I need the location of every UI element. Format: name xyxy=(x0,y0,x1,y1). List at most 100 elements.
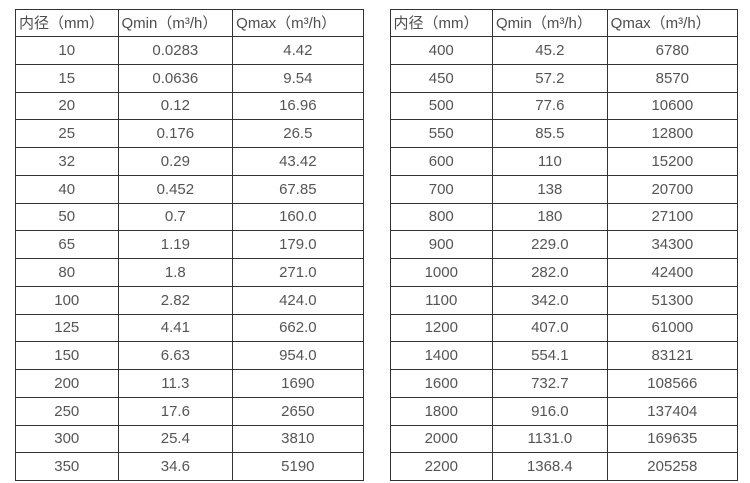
qmax-cell: 108566 xyxy=(606,369,739,398)
qmin-cell: 17.6 xyxy=(117,396,234,426)
qmin-cell: 34.6 xyxy=(117,452,234,481)
table-row: 2200 1368.4 205258 xyxy=(389,452,739,481)
table-row: 800 180 27100 xyxy=(389,202,739,232)
diameter-cell: 125 xyxy=(15,313,119,343)
qmax-cell: 51300 xyxy=(606,285,739,315)
table-row: 250 17.6 2650 xyxy=(15,396,364,426)
table-row: 450 57.2 8570 xyxy=(389,63,739,93)
table-row: 1600 732.7 108566 xyxy=(389,369,739,398)
diameter-cell: 150 xyxy=(15,341,119,370)
diameter-cell: 450 xyxy=(389,63,493,93)
qmax-cell: 10600 xyxy=(606,91,739,121)
column-header: 内径（mm） xyxy=(15,9,119,37)
diameter-cell: 20 xyxy=(15,91,119,121)
table-header-row: 内径（mm） Qmin（m³/h） Qmax（m³/h） xyxy=(389,9,739,37)
qmax-cell: 20700 xyxy=(606,174,739,204)
qmin-cell: 1131.0 xyxy=(492,424,608,454)
qmin-cell: 1368.4 xyxy=(492,452,608,481)
diameter-cell: 25 xyxy=(15,119,119,148)
diameter-cell: 550 xyxy=(389,119,493,148)
diameter-cell: 32 xyxy=(15,147,119,176)
qmin-cell: 732.7 xyxy=(492,369,608,398)
table-row: 20 0.12 16.96 xyxy=(15,91,364,121)
diameter-cell: 10 xyxy=(15,36,119,65)
diameter-cell: 800 xyxy=(389,202,493,232)
qmax-cell: 67.85 xyxy=(232,174,364,204)
table-row: 1000 282.0 42400 xyxy=(389,258,739,287)
diameter-cell: 15 xyxy=(15,63,119,93)
table-row: 10 0.0283 4.42 xyxy=(15,36,364,65)
qmax-cell: 5190 xyxy=(232,452,364,481)
qmax-cell: 4.42 xyxy=(232,36,364,65)
qmin-cell: 0.0636 xyxy=(117,63,234,93)
qmax-cell: 3810 xyxy=(232,424,364,454)
qmax-cell: 160.0 xyxy=(232,202,364,232)
table-row: 65 1.19 179.0 xyxy=(15,230,364,259)
diameter-cell: 350 xyxy=(15,452,119,481)
table-row: 1400 554.1 83121 xyxy=(389,341,739,370)
qmax-cell: 954.0 xyxy=(232,341,364,370)
table-row: 200 11.3 1690 xyxy=(15,369,364,398)
diameter-cell: 600 xyxy=(389,147,493,176)
qmin-cell: 1.8 xyxy=(117,258,234,287)
qmin-cell: 57.2 xyxy=(492,63,608,93)
table-row: 50 0.7 160.0 xyxy=(15,202,364,232)
qmax-cell: 1690 xyxy=(232,369,364,398)
qmin-cell: 0.452 xyxy=(117,174,234,204)
table-row: 80 1.8 271.0 xyxy=(15,258,364,287)
diameter-cell: 400 xyxy=(389,36,493,65)
qmax-cell: 662.0 xyxy=(232,313,364,343)
table-row: 1200 407.0 61000 xyxy=(389,313,739,343)
qmin-cell: 6.63 xyxy=(117,341,234,370)
table-row: 40 0.452 67.85 xyxy=(15,174,364,204)
table-header-row: 内径（mm） Qmin（m³/h） Qmax（m³/h） xyxy=(15,9,364,37)
qmin-cell: 0.176 xyxy=(117,119,234,148)
qmin-cell: 407.0 xyxy=(492,313,608,343)
flow-spec-table-large-diameters: 内径（mm） Qmin（m³/h） Qmax（m³/h） 400 45.2 6780 45… xyxy=(389,9,739,481)
qmin-cell: 916.0 xyxy=(492,396,608,426)
column-header: Qmax（m³/h） xyxy=(232,9,364,37)
qmax-cell: 12800 xyxy=(606,119,739,148)
diameter-cell: 900 xyxy=(389,230,493,259)
qmax-cell: 137404 xyxy=(606,396,739,426)
column-header: Qmin（m³/h） xyxy=(117,9,234,37)
diameter-cell: 1100 xyxy=(389,285,493,315)
table-row: 600 110 15200 xyxy=(389,147,739,176)
qmax-cell: 83121 xyxy=(606,341,739,370)
table-row: 350 34.6 5190 xyxy=(15,452,364,481)
qmax-cell: 42400 xyxy=(606,258,739,287)
qmin-cell: 0.0283 xyxy=(117,36,234,65)
table-row: 550 85.5 12800 xyxy=(389,119,739,148)
qmax-cell: 271.0 xyxy=(232,258,364,287)
qmax-cell: 169635 xyxy=(606,424,739,454)
diameter-cell: 65 xyxy=(15,230,119,259)
diameter-cell: 40 xyxy=(15,174,119,204)
qmax-cell: 424.0 xyxy=(232,285,364,315)
table-row: 100 2.82 424.0 xyxy=(15,285,364,315)
qmin-cell: 138 xyxy=(492,174,608,204)
diameter-cell: 2000 xyxy=(389,424,493,454)
table-row: 32 0.29 43.42 xyxy=(15,147,364,176)
qmax-cell: 27100 xyxy=(606,202,739,232)
qmax-cell: 34300 xyxy=(606,230,739,259)
column-header: Qmax（m³/h） xyxy=(606,9,739,37)
diameter-cell: 2200 xyxy=(389,452,493,481)
diameter-cell: 1400 xyxy=(389,341,493,370)
qmin-cell: 2.82 xyxy=(117,285,234,315)
table-row: 125 4.41 662.0 xyxy=(15,313,364,343)
qmin-cell: 85.5 xyxy=(492,119,608,148)
diameter-cell: 300 xyxy=(15,424,119,454)
qmin-cell: 554.1 xyxy=(492,341,608,370)
qmax-cell: 8570 xyxy=(606,63,739,93)
flow-spec-table-small-diameters: 内径（mm） Qmin（m³/h） Qmax（m³/h） 10 0.0283 4.42 1… xyxy=(15,9,364,481)
qmax-cell: 15200 xyxy=(606,147,739,176)
diameter-cell: 50 xyxy=(15,202,119,232)
table-row: 15 0.0636 9.54 xyxy=(15,63,364,93)
qmin-cell: 45.2 xyxy=(492,36,608,65)
table-row: 25 0.176 26.5 xyxy=(15,119,364,148)
table-row: 2000 1131.0 169635 xyxy=(389,424,739,454)
qmin-cell: 25.4 xyxy=(117,424,234,454)
diameter-cell: 250 xyxy=(15,396,119,426)
table-row: 150 6.63 954.0 xyxy=(15,341,364,370)
table-row: 1800 916.0 137404 xyxy=(389,396,739,426)
